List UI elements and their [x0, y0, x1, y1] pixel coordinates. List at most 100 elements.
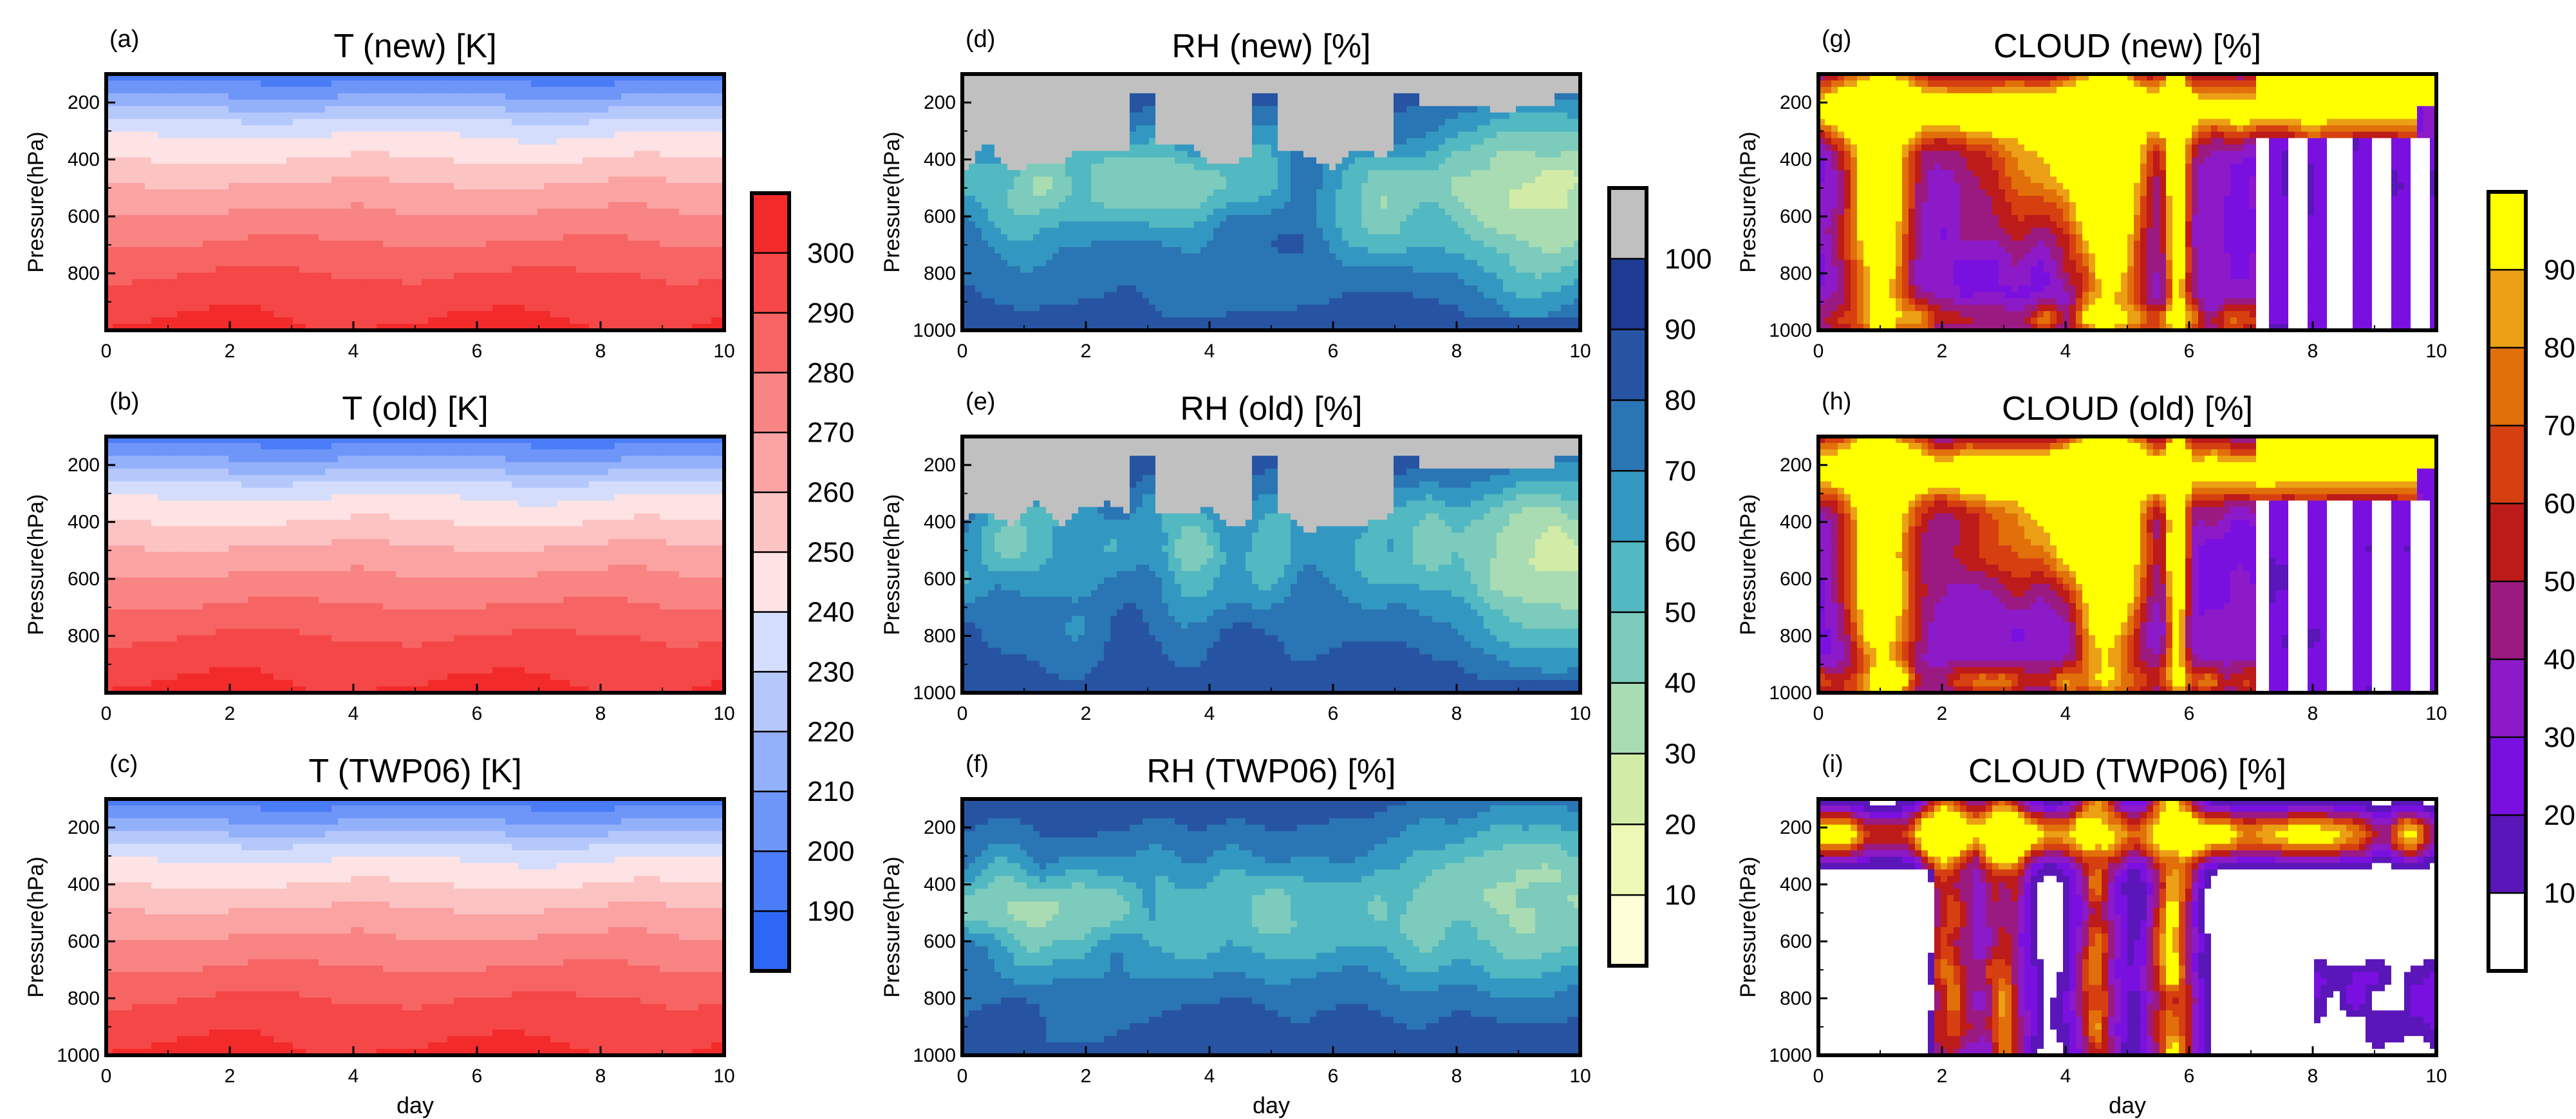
field-cell [267, 279, 274, 286]
field-cell [679, 196, 686, 203]
field-cell [570, 209, 577, 216]
field-cell [428, 267, 435, 274]
field-cell [679, 183, 686, 190]
field-cell [557, 196, 564, 203]
field-cell [222, 247, 229, 254]
field-cell [441, 247, 448, 254]
field-cell [274, 93, 281, 100]
field-cell [286, 234, 294, 241]
field-cell [653, 132, 660, 139]
field-cell [615, 151, 622, 158]
field-cell [351, 279, 358, 286]
field-cell [525, 254, 532, 261]
field-cell [319, 298, 326, 305]
field-cell [692, 176, 699, 183]
field-cell [460, 170, 467, 177]
field-cell [229, 106, 236, 113]
field-cell [351, 241, 358, 248]
field-cell [126, 317, 133, 324]
field-cell [467, 196, 474, 203]
field-cell [119, 215, 126, 222]
field-cell [383, 157, 390, 164]
field-cell [126, 241, 133, 248]
field-cell [525, 272, 532, 279]
field-cell [660, 305, 667, 312]
field-cell [222, 285, 229, 292]
field-cell [615, 241, 622, 248]
field-cell [512, 176, 519, 183]
field-cell [171, 305, 178, 312]
field-cell [183, 164, 191, 171]
field-cell [222, 209, 229, 216]
field-cell [183, 254, 191, 261]
field-cell [595, 305, 602, 312]
field-cell [254, 189, 261, 196]
field-cell [254, 183, 261, 190]
field-cell [229, 272, 236, 279]
field-cell [344, 113, 351, 120]
field-cell [138, 196, 145, 203]
field-cell [409, 189, 416, 196]
field-cell [338, 221, 345, 229]
field-cell [505, 144, 512, 151]
field-cell [351, 87, 358, 94]
field-cell [441, 267, 448, 274]
field-cell [505, 87, 512, 94]
field-cell [286, 228, 294, 235]
field-cell [209, 196, 216, 203]
field-cell [711, 138, 718, 146]
field-cell [209, 176, 216, 183]
field-cell [518, 151, 525, 158]
field-cell [473, 93, 480, 100]
field-cell [525, 176, 532, 183]
field-cell [389, 317, 397, 324]
field-cell [467, 209, 474, 216]
field-cell [428, 164, 435, 171]
field-cell [274, 305, 281, 312]
field-cell [647, 87, 654, 94]
field-cell [563, 151, 570, 158]
field-cell [377, 292, 384, 299]
field-cell [615, 298, 622, 305]
field-cell [634, 126, 641, 133]
field-cell [454, 106, 461, 113]
field-cell [274, 164, 281, 171]
field-cell [673, 151, 680, 158]
field-cell [203, 106, 210, 113]
field-cell [686, 234, 693, 241]
field-cell [460, 132, 467, 139]
field-cell [544, 87, 551, 94]
field-cell [164, 272, 171, 279]
field-cell [415, 87, 422, 94]
field-cell [389, 234, 397, 241]
field-cell [151, 298, 158, 305]
field-cell [222, 176, 229, 183]
field-cell [428, 170, 435, 177]
field-cell [653, 189, 660, 196]
field-cell [409, 151, 416, 158]
field-cell [557, 254, 564, 261]
field-cell [499, 272, 506, 279]
field-cell [602, 292, 609, 299]
field-cell [209, 80, 216, 88]
field-cell [563, 132, 570, 139]
field-cell [679, 126, 686, 133]
field-cell [434, 254, 442, 261]
field-cell [319, 196, 326, 203]
field-cell [357, 305, 364, 312]
field-cell [138, 202, 145, 209]
field-cell [158, 285, 165, 292]
field-cell [286, 215, 294, 222]
field-cell [441, 311, 448, 318]
field-cell [583, 80, 590, 88]
field-cell [486, 209, 493, 216]
field-cell [293, 202, 300, 209]
field-cell [640, 241, 648, 248]
field-cell [647, 241, 654, 248]
field-cell [486, 317, 493, 324]
field-cell [576, 176, 583, 183]
field-cell [235, 93, 242, 100]
field-cell [492, 202, 499, 209]
field-cell [550, 164, 557, 171]
field-cell [261, 189, 268, 196]
